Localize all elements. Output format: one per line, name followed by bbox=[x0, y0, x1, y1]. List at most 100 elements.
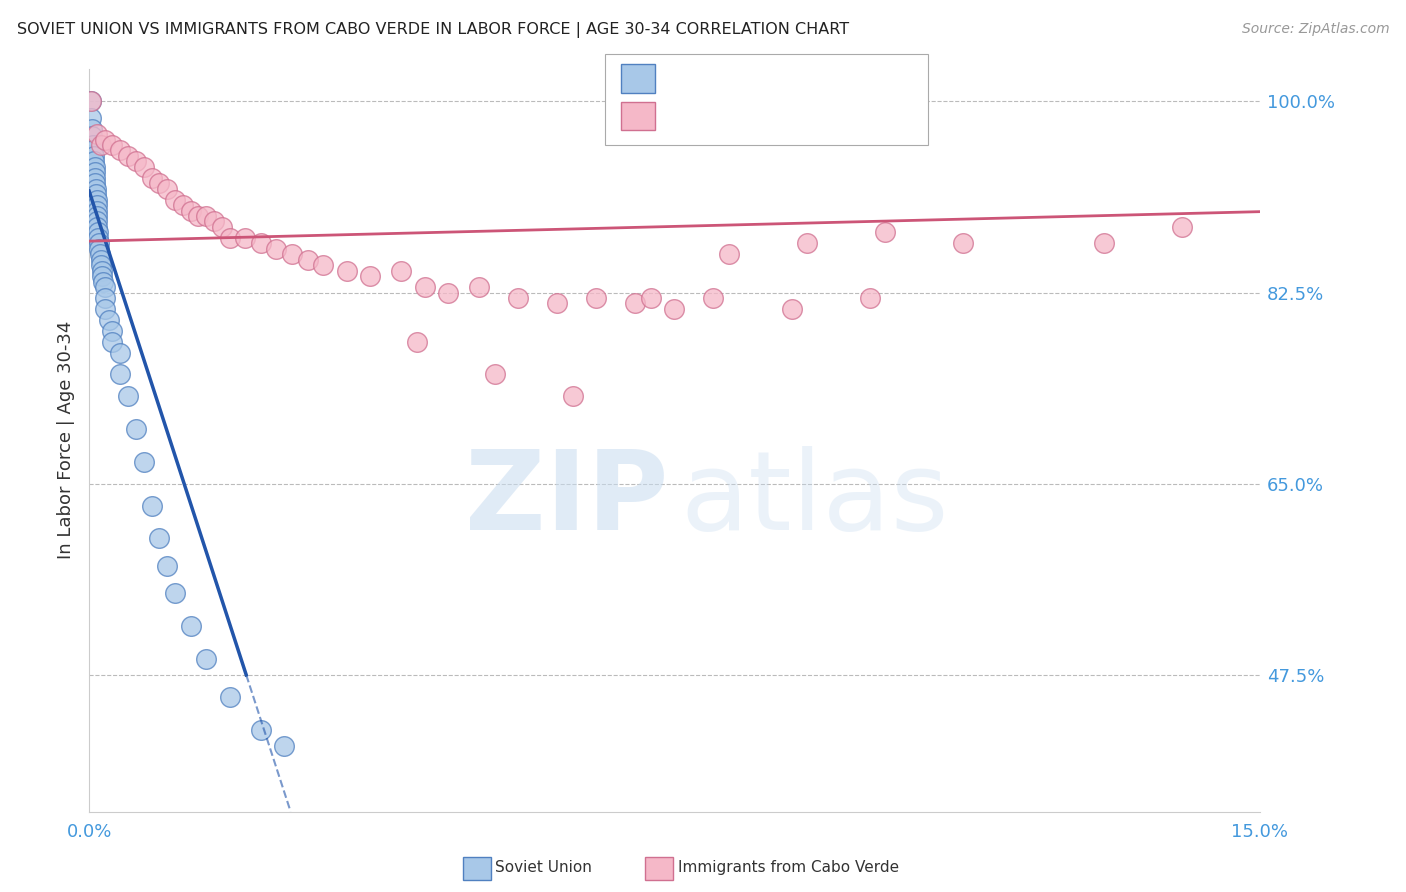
Point bbox=[1092, 236, 1115, 251]
Point bbox=[86, 193, 108, 207]
Point bbox=[437, 285, 460, 300]
Point bbox=[187, 209, 209, 223]
Point bbox=[359, 269, 381, 284]
Point bbox=[405, 334, 427, 349]
Point bbox=[664, 301, 686, 316]
Text: Soviet Union: Soviet Union bbox=[495, 861, 592, 875]
Point bbox=[718, 247, 741, 261]
Point bbox=[83, 165, 105, 179]
Text: -0.682: -0.682 bbox=[707, 69, 783, 88]
Point bbox=[484, 368, 506, 382]
Point bbox=[82, 144, 104, 158]
Point bbox=[90, 252, 112, 267]
Point bbox=[952, 236, 974, 251]
Point bbox=[83, 149, 105, 163]
Point bbox=[83, 154, 105, 169]
Point bbox=[91, 275, 114, 289]
Point bbox=[84, 170, 107, 185]
Text: Source: ZipAtlas.com: Source: ZipAtlas.com bbox=[1241, 22, 1389, 37]
Point bbox=[87, 231, 110, 245]
Point bbox=[89, 236, 111, 251]
Point bbox=[546, 296, 568, 310]
Point bbox=[141, 499, 163, 513]
Point bbox=[195, 209, 218, 223]
Text: R =: R = bbox=[662, 106, 713, 126]
Point bbox=[624, 296, 647, 310]
Y-axis label: In Labor Force | Age 30-34: In Labor Force | Age 30-34 bbox=[58, 321, 75, 559]
Point bbox=[93, 132, 115, 146]
Point bbox=[148, 532, 170, 546]
Point bbox=[101, 138, 124, 153]
Point bbox=[132, 160, 155, 174]
Point bbox=[125, 422, 148, 436]
Point bbox=[110, 144, 132, 158]
Point bbox=[117, 149, 139, 163]
Point bbox=[156, 558, 179, 573]
Point bbox=[86, 219, 108, 234]
Point bbox=[297, 252, 319, 267]
Point bbox=[148, 176, 170, 190]
Point bbox=[87, 226, 110, 240]
Point bbox=[202, 214, 225, 228]
Point bbox=[132, 455, 155, 469]
Point bbox=[83, 160, 105, 174]
Point bbox=[82, 121, 104, 136]
Text: R =: R = bbox=[662, 69, 713, 88]
Text: N =: N = bbox=[780, 69, 831, 88]
Point bbox=[110, 368, 132, 382]
Point bbox=[141, 170, 163, 185]
Text: SOVIET UNION VS IMMIGRANTS FROM CABO VERDE IN LABOR FORCE | AGE 30-34 CORRELATIO: SOVIET UNION VS IMMIGRANTS FROM CABO VER… bbox=[17, 22, 849, 38]
Point bbox=[90, 138, 112, 153]
Point bbox=[156, 182, 179, 196]
Point bbox=[218, 690, 240, 704]
Point bbox=[281, 247, 304, 261]
Point bbox=[86, 198, 108, 212]
Point bbox=[125, 154, 148, 169]
Point bbox=[163, 193, 186, 207]
Point bbox=[90, 258, 112, 272]
Text: atlas: atlas bbox=[681, 446, 949, 553]
Point bbox=[266, 242, 288, 256]
Point bbox=[218, 231, 240, 245]
Point bbox=[180, 203, 202, 218]
Point bbox=[82, 129, 104, 144]
Point bbox=[780, 301, 803, 316]
Point bbox=[702, 291, 724, 305]
Point bbox=[84, 182, 107, 196]
Point bbox=[84, 187, 107, 202]
Point bbox=[640, 291, 662, 305]
Point bbox=[97, 313, 120, 327]
Point bbox=[508, 291, 530, 305]
Text: Immigrants from Cabo Verde: Immigrants from Cabo Verde bbox=[678, 861, 898, 875]
Point bbox=[249, 723, 271, 737]
Point bbox=[84, 176, 107, 190]
Point bbox=[110, 345, 132, 359]
Point bbox=[86, 203, 108, 218]
Point bbox=[79, 95, 101, 109]
Text: 50: 50 bbox=[825, 106, 851, 126]
Point bbox=[180, 619, 202, 633]
Point bbox=[93, 291, 115, 305]
Point bbox=[93, 280, 115, 294]
Point bbox=[86, 127, 108, 141]
Point bbox=[172, 198, 194, 212]
Point bbox=[468, 280, 491, 294]
Point bbox=[585, 291, 607, 305]
Point bbox=[101, 324, 124, 338]
Point bbox=[858, 291, 880, 305]
Point bbox=[312, 258, 335, 272]
Point bbox=[90, 263, 112, 277]
Point bbox=[80, 111, 103, 125]
Point bbox=[86, 209, 108, 223]
Point bbox=[336, 263, 359, 277]
Text: 50: 50 bbox=[825, 69, 851, 88]
Point bbox=[89, 247, 111, 261]
Point bbox=[875, 226, 897, 240]
Point bbox=[273, 739, 295, 753]
Point bbox=[91, 269, 114, 284]
Point bbox=[389, 263, 412, 277]
Point bbox=[233, 231, 256, 245]
Point bbox=[82, 138, 104, 153]
Text: 0.061: 0.061 bbox=[707, 106, 783, 126]
Point bbox=[195, 651, 218, 665]
